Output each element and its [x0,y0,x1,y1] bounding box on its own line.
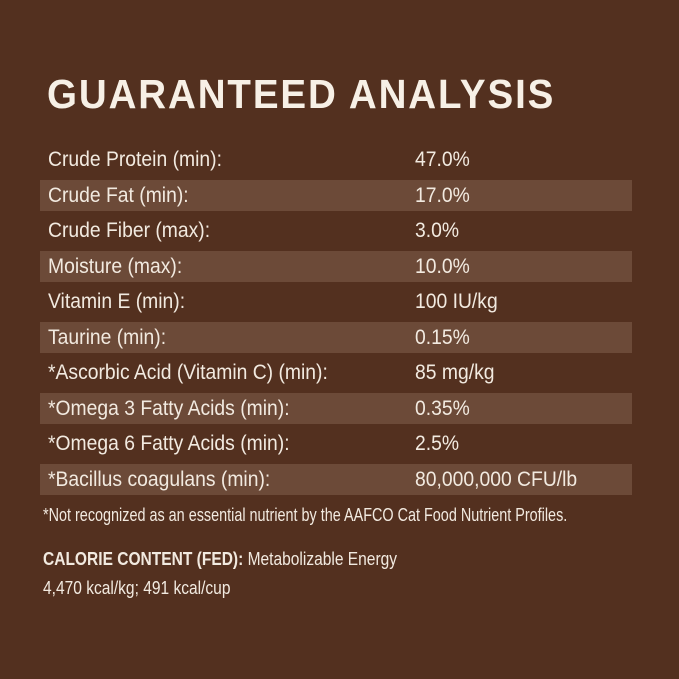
nutrient-value: 0.35% [415,396,470,420]
analysis-table-row: *Omega 3 Fatty Acids (min): 0.35% [40,391,632,427]
panel-title: GUARANTEED ANALYSIS [47,71,556,117]
nutrient-label: *Omega 3 Fatty Acids (min): [48,396,290,420]
analysis-table-row: Moisture (max): 10.0% [40,249,632,285]
nutrient-label: Crude Fiber (max): [48,219,211,243]
nutrient-label: Taurine (min): [48,325,167,349]
analysis-table: Crude Protein (min): 47.0% Crude Fat (mi… [40,142,632,497]
analysis-table-row: *Omega 6 Fatty Acids (min): 2.5% [40,426,632,462]
nutrient-label: *Ascorbic Acid (Vitamin C) (min): [48,361,328,385]
nutrient-label: Moisture (max): [48,254,183,278]
nutrient-label: Crude Fat (min): [48,183,189,207]
nutrient-value: 17.0% [415,183,470,207]
nutrient-value: 2.5% [415,432,460,456]
analysis-table-row: Crude Fat (min): 17.0% [40,178,632,214]
nutrient-value: 10.0% [415,254,470,278]
analysis-table-row: Crude Fiber (max): 3.0% [40,213,632,249]
nutrient-value: 3.0% [415,219,460,243]
analysis-table-row: Vitamin E (min): 100 IU/kg [40,284,632,320]
nutrient-value: 85 mg/kg [415,361,495,385]
calorie-content-line: CALORIE CONTENT (FED): Metabolizable Ene… [43,548,397,570]
nutrient-value: 100 IU/kg [415,290,498,314]
calorie-content-description: Metabolizable Energy [247,548,398,569]
calorie-content-values: 4,470 kcal/kg; 491 kcal/cup [43,577,231,598]
analysis-table-row: Crude Protein (min): 47.0% [40,142,632,178]
nutrient-value: 47.0% [415,148,470,172]
nutrient-label: Vitamin E (min): [48,290,186,314]
calorie-content-heading: CALORIE CONTENT (FED): [43,548,248,569]
nutrient-label: *Omega 6 Fatty Acids (min): [48,432,290,456]
nutrient-label: *Bacillus coagulans (min): [48,467,271,491]
nutrient-label: Crude Protein (min): [48,148,222,172]
nutrient-value: 0.15% [415,325,470,349]
aafco-footnote: *Not recognized as an essential nutrient… [43,505,568,525]
nutrient-value: 80,000,000 CFU/lb [415,467,578,491]
analysis-table-row: *Ascorbic Acid (Vitamin C) (min): 85 mg/… [40,355,632,391]
analysis-table-row: Taurine (min): 0.15% [40,320,632,356]
calorie-content-section: CALORIE CONTENT (FED): Metabolizable Ene… [43,548,464,599]
analysis-table-row: *Bacillus coagulans (min): 80,000,000 CF… [40,462,632,498]
